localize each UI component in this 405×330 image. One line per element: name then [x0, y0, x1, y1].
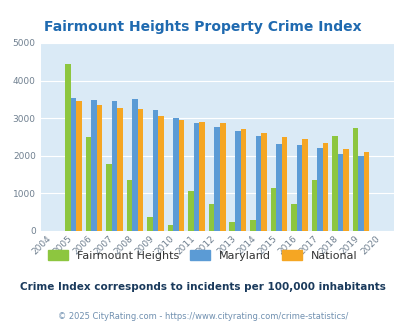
- Bar: [316, 148, 322, 231]
- Bar: [296, 145, 301, 231]
- Bar: [322, 143, 327, 231]
- Bar: [249, 220, 255, 231]
- Bar: [167, 225, 173, 231]
- Bar: [132, 99, 138, 231]
- Bar: [275, 144, 281, 231]
- Bar: [126, 180, 132, 231]
- Bar: [363, 151, 369, 231]
- Bar: [234, 131, 240, 231]
- Text: © 2025 CityRating.com - https://www.cityrating.com/crime-statistics/: © 2025 CityRating.com - https://www.city…: [58, 312, 347, 321]
- Bar: [70, 98, 76, 231]
- Bar: [229, 222, 234, 231]
- Bar: [220, 123, 225, 231]
- Bar: [357, 156, 363, 231]
- Bar: [255, 136, 260, 231]
- Bar: [194, 123, 199, 231]
- Bar: [337, 154, 342, 231]
- Legend: Fairmount Heights, Maryland, National: Fairmount Heights, Maryland, National: [48, 250, 357, 260]
- Bar: [138, 110, 143, 231]
- Bar: [290, 204, 296, 231]
- Bar: [311, 180, 316, 231]
- Bar: [147, 217, 152, 231]
- Bar: [152, 110, 158, 231]
- Bar: [96, 105, 102, 231]
- Bar: [214, 127, 220, 231]
- Bar: [270, 188, 275, 231]
- Bar: [199, 121, 205, 231]
- Bar: [106, 164, 111, 231]
- Bar: [111, 101, 117, 231]
- Text: Fairmount Heights Property Crime Index: Fairmount Heights Property Crime Index: [44, 20, 361, 34]
- Bar: [188, 190, 194, 231]
- Bar: [179, 120, 184, 231]
- Bar: [260, 133, 266, 231]
- Bar: [281, 137, 286, 231]
- Bar: [240, 129, 245, 231]
- Bar: [301, 139, 307, 231]
- Bar: [352, 128, 357, 231]
- Bar: [117, 108, 123, 231]
- Bar: [91, 100, 96, 231]
- Bar: [173, 118, 179, 231]
- Bar: [209, 204, 214, 231]
- Bar: [331, 136, 337, 231]
- Bar: [76, 101, 81, 231]
- Bar: [158, 116, 164, 231]
- Bar: [85, 137, 91, 231]
- Bar: [65, 64, 70, 231]
- Bar: [342, 149, 348, 231]
- Text: Crime Index corresponds to incidents per 100,000 inhabitants: Crime Index corresponds to incidents per…: [20, 282, 385, 292]
